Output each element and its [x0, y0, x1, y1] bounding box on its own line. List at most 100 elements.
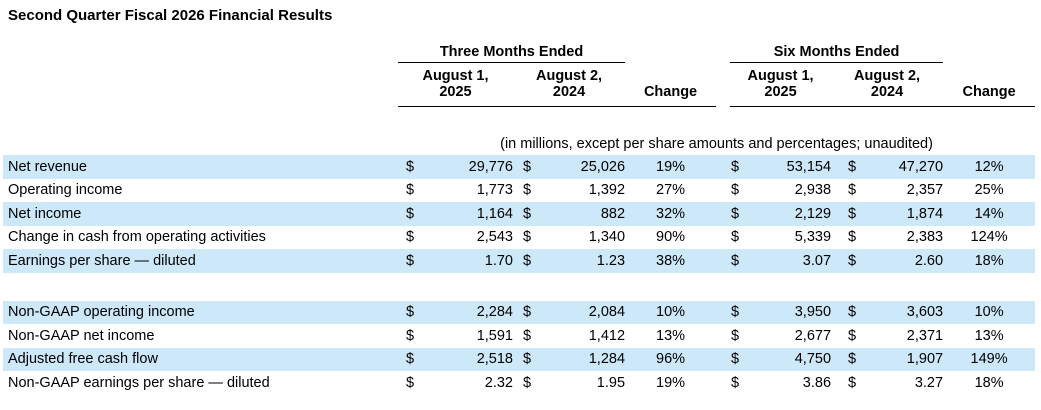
col-header-sme-aug1-2025: August 1, 2025 — [730, 62, 832, 107]
date-line2: 2025 — [764, 84, 797, 100]
three-months-2024-value: 1.23 — [596, 252, 626, 269]
table-row: Adjusted free cash flow $ 2,518 $ 1,284 … — [3, 347, 1036, 372]
three-months-2024-value: 1,340 — [588, 229, 626, 246]
column-gap — [716, 348, 730, 372]
table-row: Non-GAAP operating income $ 2,284 $ 2,08… — [3, 300, 1036, 324]
currency-symbol: $ — [848, 351, 857, 368]
currency-symbol: $ — [848, 252, 857, 269]
currency-symbol: $ — [406, 229, 415, 246]
six-months-2025-value: 2,129 — [794, 205, 832, 222]
three-months-2025-value: 2,284 — [476, 304, 513, 321]
six-months-2024-value: 2,371 — [906, 327, 944, 344]
header-spacer — [716, 44, 730, 63]
col-header-tme-aug1-2025: August 1, 2025 — [398, 62, 513, 107]
date-line1: August 1, — [747, 68, 814, 84]
three-months-change-value: 38% — [656, 252, 686, 269]
six-months-2024-value: 1,874 — [906, 205, 944, 222]
six-months-2025-value: 3.07 — [802, 252, 832, 269]
currency-symbol: $ — [848, 205, 857, 222]
table-row: Non-GAAP earnings per share — diluted $ … — [3, 371, 1035, 395]
column-gap — [716, 202, 730, 226]
date-header-row: August 1, 2025 August 2, 2024 Change Aug… — [3, 62, 1036, 107]
col-header-sme-change: Change — [943, 62, 1036, 107]
col-group-three-months: Three Months Ended — [398, 44, 626, 63]
table-body: Net revenue $ 29,776 $ 25,026 19% $ 53,1… — [3, 155, 1036, 395]
six-months-change-value: 18% — [974, 252, 1004, 269]
currency-symbol: $ — [848, 182, 857, 199]
currency-symbol: $ — [731, 327, 740, 344]
three-months-2025-value: 1,591 — [476, 327, 513, 344]
three-months-2025-value: 1,773 — [476, 182, 513, 199]
three-months-2024-value: 882 — [600, 205, 626, 222]
six-months-change-value: 13% — [974, 327, 1004, 344]
six-months-2024-value: 3.27 — [914, 374, 944, 391]
currency-symbol: $ — [523, 158, 532, 175]
three-months-2024-value: 25,026 — [580, 158, 626, 175]
page-title: Second Quarter Fiscal 2026 Financial Res… — [8, 7, 333, 24]
currency-symbol: $ — [523, 229, 532, 246]
three-months-2025-value: 2.32 — [484, 374, 513, 391]
table-row: Earnings per share — diluted $ 1.70 $ 1.… — [3, 249, 1036, 273]
three-months-change-value: 19% — [656, 158, 686, 175]
col-header-sme-aug2-2024: August 2, 2024 — [831, 62, 944, 107]
currency-symbol: $ — [523, 351, 532, 368]
currency-symbol: $ — [848, 304, 857, 321]
three-months-change-value: 96% — [656, 351, 686, 368]
header-spacer — [3, 44, 398, 63]
date-line1: August 1, — [422, 68, 489, 84]
table-row: Net income $ 1,164 $ 882 32% $ 2,129 $ 1… — [3, 202, 1036, 226]
header-spacer — [716, 63, 730, 107]
column-gap — [716, 324, 730, 348]
six-months-change-value: 149% — [970, 351, 1008, 368]
date-line2: 2024 — [552, 84, 586, 100]
row-label: Non-GAAP operating income — [8, 304, 195, 321]
three-months-change-value: 13% — [656, 327, 686, 344]
row-label: Change in cash from operating activities — [8, 229, 266, 246]
three-months-2025-value: 1.70 — [484, 252, 513, 269]
column-gap — [716, 249, 730, 273]
currency-symbol: $ — [731, 252, 740, 269]
six-months-2025-value: 2,677 — [794, 327, 832, 344]
three-months-change-value: 32% — [656, 205, 686, 222]
six-months-2025-value: 53,154 — [786, 158, 832, 175]
currency-symbol: $ — [731, 351, 740, 368]
six-months-change-value: 25% — [974, 182, 1004, 199]
header-spacer — [3, 63, 398, 107]
three-months-2024-value: 1.95 — [596, 374, 626, 391]
row-label: Earnings per share — diluted — [8, 252, 196, 269]
six-months-2024-value: 1,907 — [906, 351, 944, 368]
currency-symbol: $ — [406, 252, 415, 269]
six-months-2024-value: 2,357 — [906, 182, 944, 199]
table-row: Non-GAAP net income $ 1,591 $ 1,412 13% … — [3, 324, 1035, 348]
currency-symbol: $ — [731, 374, 740, 391]
date-line1: August 2, — [854, 68, 921, 84]
table-row: Change in cash from operating activities… — [3, 226, 1035, 250]
row-label: Net revenue — [8, 158, 87, 175]
currency-symbol: $ — [731, 229, 740, 246]
three-months-change-value: 90% — [656, 229, 686, 246]
table-row: Net revenue $ 29,776 $ 25,026 19% $ 53,1… — [3, 155, 1036, 179]
col-header-tme-change: Change — [625, 62, 717, 107]
date-line1: August 2, — [535, 68, 603, 84]
header-spacer — [625, 44, 716, 63]
table-header: Three Months Ended Six Months Ended Augu… — [3, 44, 1036, 155]
six-months-2025-value: 3.86 — [802, 374, 832, 391]
table-row: Operating income $ 1,773 $ 1,392 27% $ 2… — [3, 179, 1035, 203]
six-months-2025-value: 4,750 — [794, 351, 832, 368]
column-gap — [716, 226, 730, 250]
currency-symbol: $ — [406, 182, 415, 199]
currency-symbol: $ — [406, 327, 415, 344]
three-months-2025-value: 1,164 — [476, 205, 513, 222]
row-label: Non-GAAP net income — [8, 327, 155, 344]
three-months-2024-value: 2,084 — [588, 304, 626, 321]
currency-symbol: $ — [523, 252, 532, 269]
table-note: (in millions, except per share amounts a… — [500, 136, 933, 152]
three-months-2025-value: 2,518 — [476, 351, 513, 368]
six-months-2025-value: 5,339 — [794, 229, 832, 246]
six-months-2025-value: 3,950 — [794, 304, 832, 321]
row-label: Net income — [8, 205, 82, 222]
currency-symbol: $ — [731, 205, 740, 222]
six-months-2024-value: 3,603 — [906, 304, 944, 321]
currency-symbol: $ — [848, 374, 857, 391]
three-months-2024-value: 1,392 — [588, 182, 626, 199]
